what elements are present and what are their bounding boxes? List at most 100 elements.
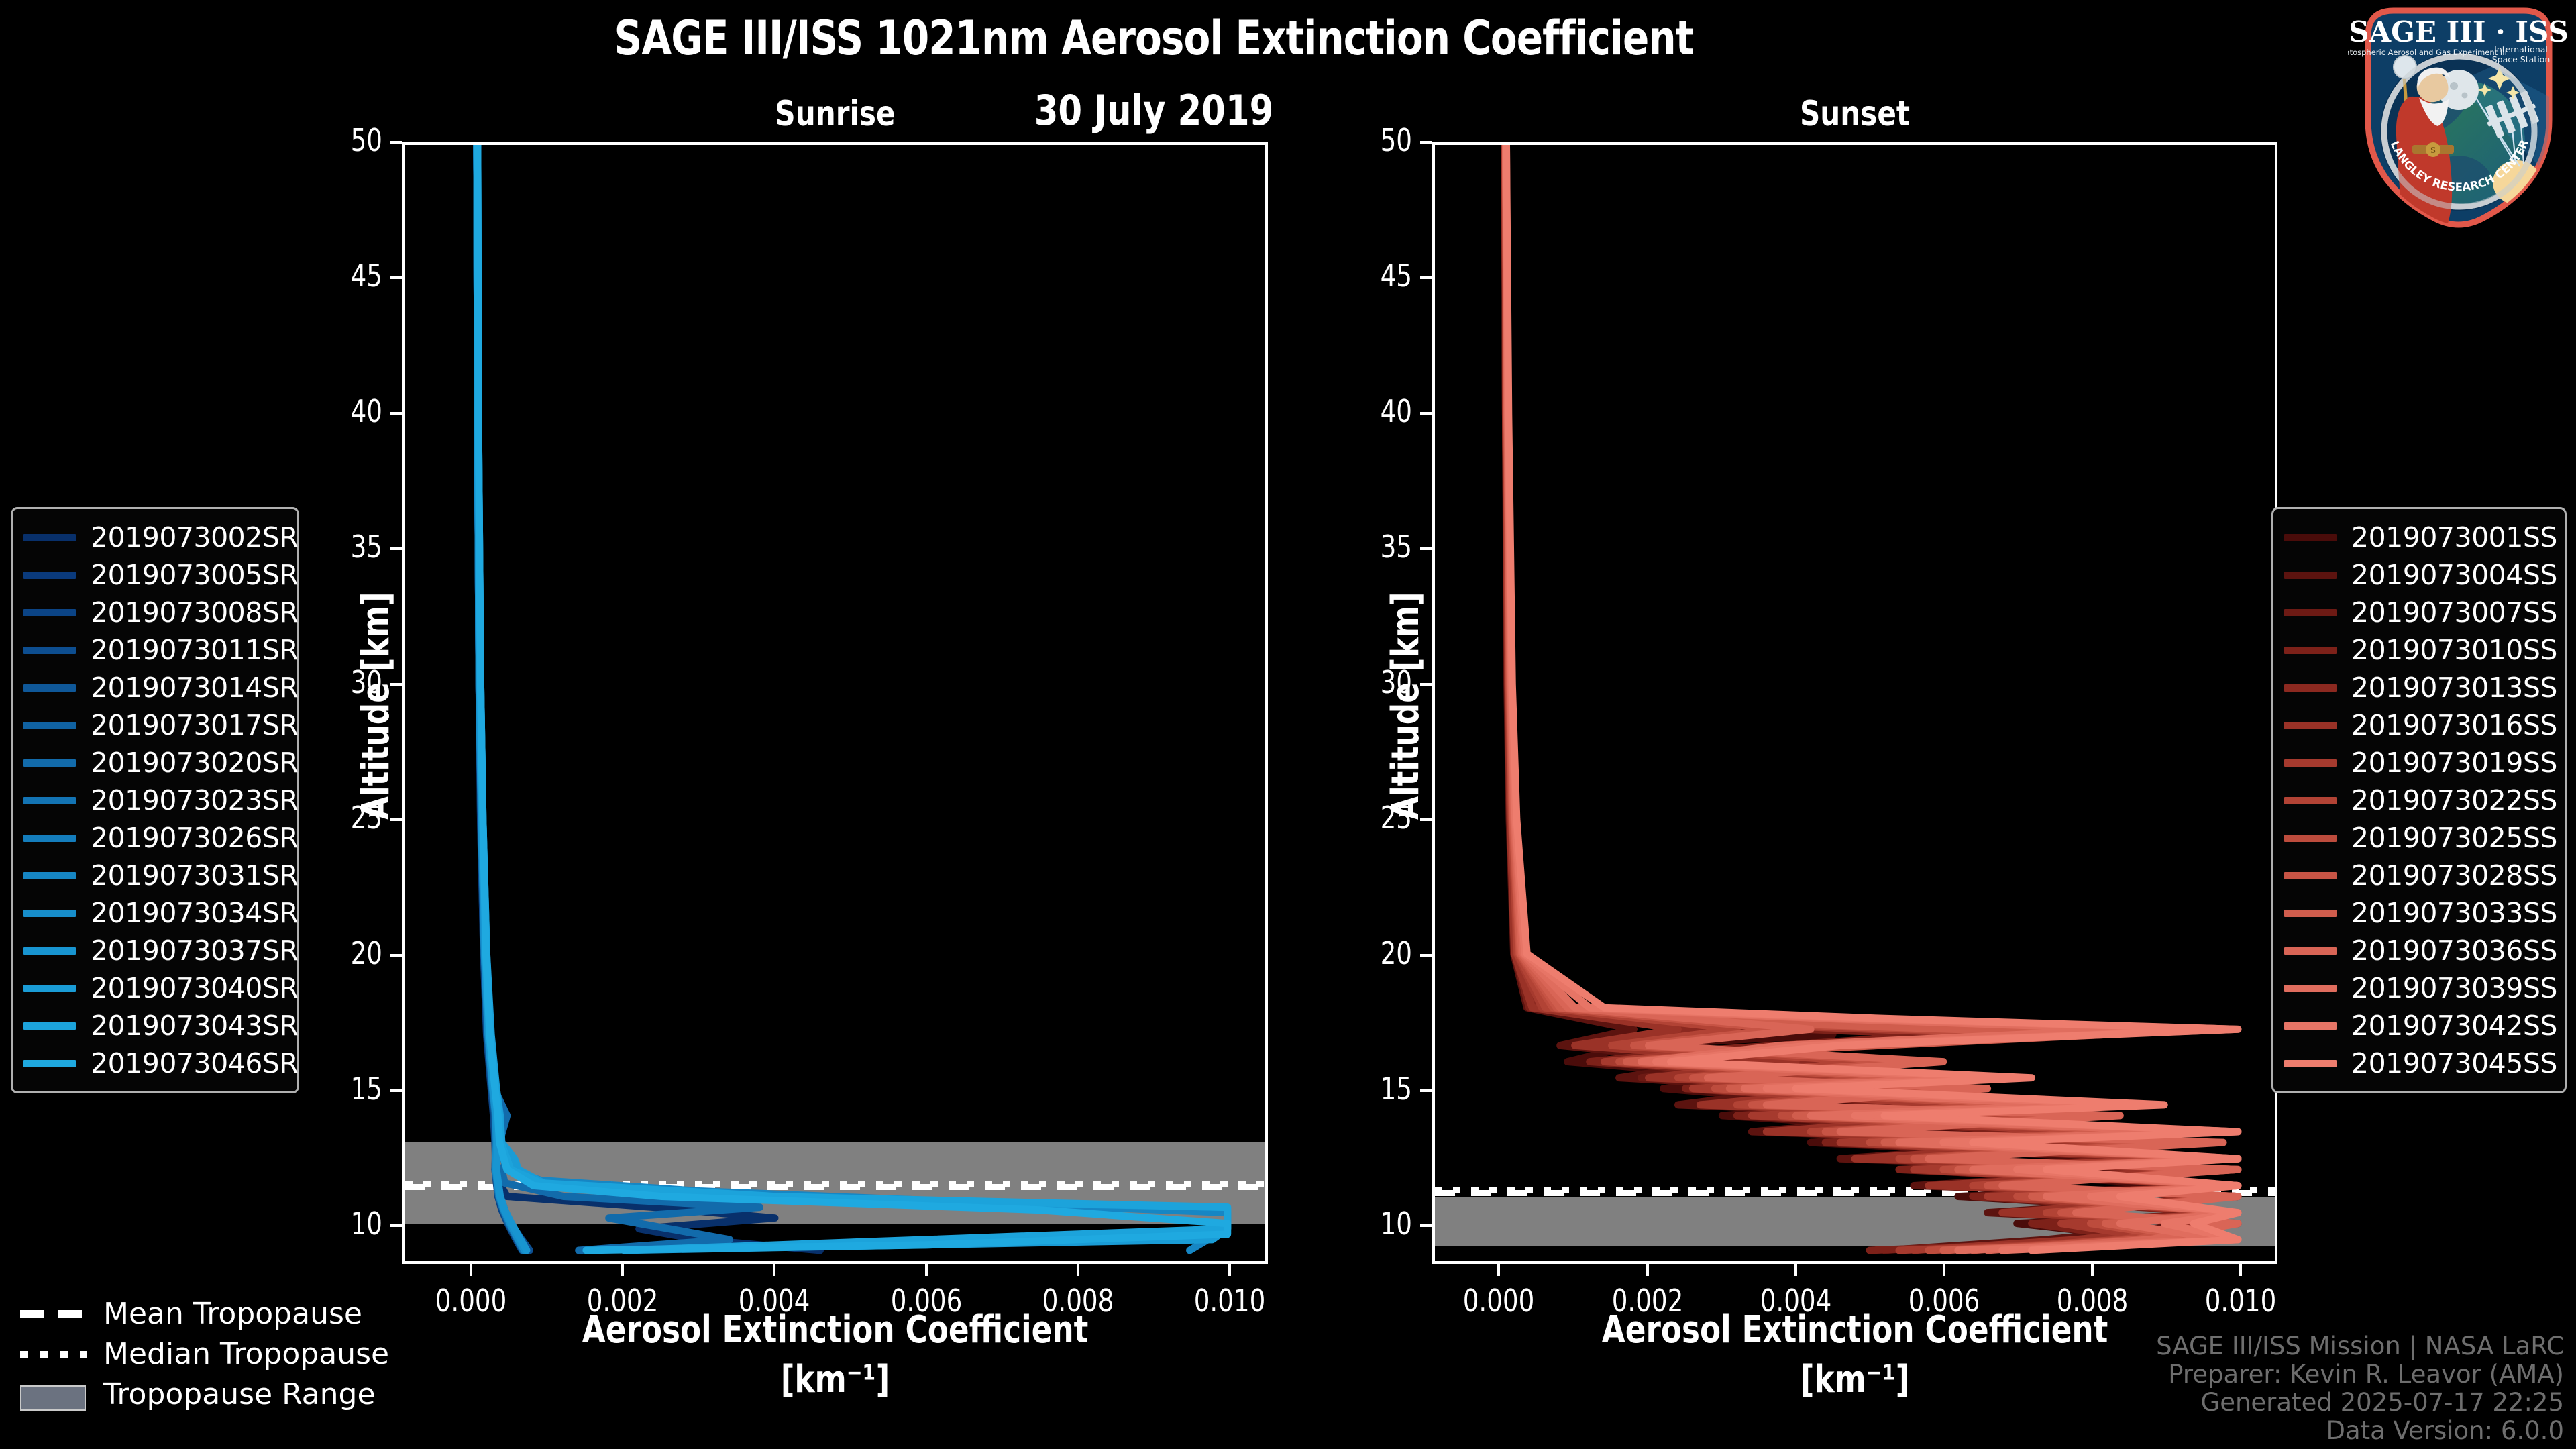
legend-item[interactable]: 2019073046SR <box>23 1044 299 1082</box>
legend-item[interactable]: 2019073001SS <box>2284 519 2557 556</box>
legend-item[interactable]: 2019073019SS <box>2284 744 2557 782</box>
logo-subtitle-left: Stratospheric Aerosol and Gas Experiment… <box>2348 48 2507 57</box>
logo-subtitle-right-2: Space Station <box>2492 54 2551 64</box>
tropopause-legend-label: Tropopause Range <box>103 1377 376 1411</box>
tropopause-legend-label: Mean Tropopause <box>103 1296 362 1331</box>
legend-item[interactable]: 2019073010SS <box>2284 631 2557 669</box>
legend-item[interactable]: 2019073002SR <box>23 519 299 556</box>
legend-item[interactable]: 2019073017SR <box>23 706 299 744</box>
tropopause-legend-item[interactable]: Mean Tropopause <box>20 1293 389 1334</box>
legend-item[interactable]: 2019073014SR <box>23 669 299 706</box>
legend-item[interactable]: 2019073005SR <box>23 556 299 594</box>
y-axis-tick-mark <box>1420 547 1432 550</box>
sunset-y-axis-title: Altitude [km] <box>1384 592 1428 820</box>
legend-item[interactable]: 2019073013SS <box>2284 669 2557 706</box>
profile-line <box>473 145 824 1254</box>
x-axis-tick-label: 0.008 <box>2056 1283 2128 1319</box>
y-axis-tick-mark <box>1420 1224 1432 1228</box>
profile-line <box>474 145 1232 1254</box>
legend-item[interactable]: 2019073020SR <box>23 744 299 782</box>
legend-color-swatch <box>23 608 76 616</box>
sunset-mean-tropopause-line <box>1435 1190 2275 1196</box>
y-axis-tick-label: 20 <box>1380 934 1412 971</box>
y-axis-tick-mark <box>1420 141 1432 144</box>
legend-item[interactable]: 2019073037SR <box>23 932 299 969</box>
legend-item[interactable]: 2019073028SS <box>2284 857 2557 894</box>
legend-item[interactable]: 2019073034SR <box>23 894 299 932</box>
logo-subtitle-right-1: International <box>2494 44 2548 54</box>
credits-block: SAGE III/ISS Mission | NASA LaRC Prepare… <box>2156 1332 2564 1445</box>
tropopause-legend[interactable]: Mean Tropopause Median Tropopause Tropopau… <box>20 1293 389 1414</box>
tropopause-legend-label: Median Tropopause <box>103 1336 390 1371</box>
sunset-legend[interactable]: 2019073001SS 2019073004SS 2019073007SS 2019… <box>2271 507 2567 1093</box>
x-axis-tick-label: 0.006 <box>1908 1283 1980 1319</box>
legend-item[interactable]: 2019073033SS <box>2284 894 2557 932</box>
sunrise-y-axis-title: Altitude [km] <box>354 592 398 820</box>
legend-item-label: 2019073016SS <box>2351 709 2557 741</box>
legend-item[interactable]: 2019073031SR <box>23 857 299 894</box>
legend-item[interactable]: 2019073004SS <box>2284 556 2557 594</box>
sunrise-plot-area[interactable] <box>402 142 1268 1264</box>
x-axis-tick-mark <box>621 1264 625 1276</box>
legend-item[interactable]: 2019073008SR <box>23 594 299 631</box>
legend-item[interactable]: 2019073036SS <box>2284 932 2557 969</box>
legend-item[interactable]: 2019073026SR <box>23 819 299 857</box>
y-axis-tick-mark <box>1420 953 1432 957</box>
y-axis-tick-label: 35 <box>350 528 382 565</box>
legend-color-swatch <box>2284 947 2337 955</box>
legend-item[interactable]: 2019073040SR <box>23 969 299 1007</box>
legend-item[interactable]: 2019073016SS <box>2284 706 2557 744</box>
legend-color-swatch <box>23 984 76 992</box>
y-axis-tick-label: 30 <box>1380 663 1412 700</box>
legend-item[interactable]: 2019073045SS <box>2284 1044 2557 1082</box>
sage-iii-iss-mission-patch-logo: S SAGE III · ISS Stratospheric Aerosol a… <box>2334 0 2569 234</box>
legend-item-label: 2019073004SS <box>2351 559 2557 591</box>
tropopause-legend-item[interactable]: Tropopause Range <box>20 1374 389 1414</box>
sunset-x-axis-title: Aerosol Extinction Coefficient <box>1601 1308 2108 1352</box>
x-axis-tick-mark <box>1794 1264 1797 1276</box>
legend-item-label: 2019073045SS <box>2351 1047 2557 1079</box>
y-axis-tick-label: 25 <box>1380 799 1412 836</box>
x-axis-tick-label: 0.002 <box>1611 1283 1683 1319</box>
credit-line-version: Data Version: 6.0.0 <box>2326 1416 2564 1445</box>
legend-item-label: 2019073033SS <box>2351 897 2557 929</box>
legend-item[interactable]: 2019073042SS <box>2284 1007 2557 1044</box>
filled-band-icon <box>20 1385 87 1411</box>
legend-item-label: 2019073034SR <box>91 897 299 929</box>
y-axis-tick-label: 45 <box>350 257 382 294</box>
legend-item-label: 2019073042SS <box>2351 1010 2557 1042</box>
legend-color-swatch <box>2284 796 2337 804</box>
sunset-curves <box>1501 145 2242 1254</box>
legend-color-swatch <box>2284 646 2337 654</box>
legend-item-label: 2019073025SS <box>2351 822 2557 854</box>
legend-item[interactable]: 2019073043SR <box>23 1007 299 1044</box>
legend-item-label: 2019073014SR <box>91 672 299 704</box>
sunrise-legend[interactable]: 2019073002SR 2019073005SR 2019073008SR 2019… <box>11 507 299 1093</box>
legend-item[interactable]: 2019073007SS <box>2284 594 2557 631</box>
legend-item[interactable]: 2019073025SS <box>2284 819 2557 857</box>
y-axis-tick-label: 15 <box>350 1070 382 1107</box>
legend-item[interactable]: 2019073011SR <box>23 631 299 669</box>
legend-color-swatch <box>2284 608 2337 616</box>
legend-item[interactable]: 2019073039SS <box>2284 969 2557 1007</box>
legend-color-swatch <box>23 834 76 842</box>
svg-text:S: S <box>2430 146 2436 155</box>
date-subtitle: 30 July 2019 <box>1034 86 1274 135</box>
y-axis-tick-label: 15 <box>1380 1070 1412 1107</box>
profile-line <box>1503 145 2242 1254</box>
x-axis-tick-mark <box>2090 1264 2094 1276</box>
x-axis-tick-mark <box>1497 1264 1501 1276</box>
x-axis-tick-label: 0.006 <box>890 1283 963 1319</box>
tropopause-legend-item[interactable]: Median Tropopause <box>20 1334 389 1374</box>
sunrise-curves <box>473 145 1232 1254</box>
x-axis-tick-label: 0.010 <box>2204 1283 2277 1319</box>
x-axis-tick-mark <box>924 1264 928 1276</box>
x-axis-tick-label: 0.004 <box>1760 1283 1831 1319</box>
legend-color-swatch <box>2284 759 2337 767</box>
legend-color-swatch <box>23 947 76 955</box>
legend-item[interactable]: 2019073022SS <box>2284 782 2557 819</box>
legend-color-swatch <box>2284 533 2337 541</box>
sunset-plot-area[interactable] <box>1432 142 2277 1264</box>
legend-item[interactable]: 2019073023SR <box>23 782 299 819</box>
y-axis-tick-mark <box>1420 818 1432 821</box>
